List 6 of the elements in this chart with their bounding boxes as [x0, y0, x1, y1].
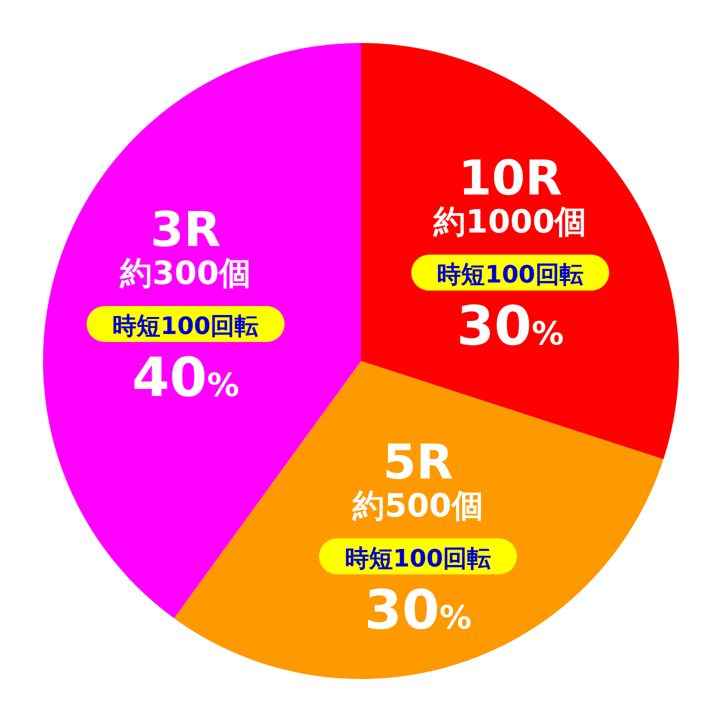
- text: 時短100回転: [112, 312, 259, 340]
- data-label: 40%: [132, 346, 240, 410]
- data-label: 30%: [364, 578, 472, 642]
- text: 時短100回転: [344, 544, 492, 572]
- data-label: 30%: [456, 294, 564, 358]
- text: 時短100回転: [437, 260, 584, 289]
